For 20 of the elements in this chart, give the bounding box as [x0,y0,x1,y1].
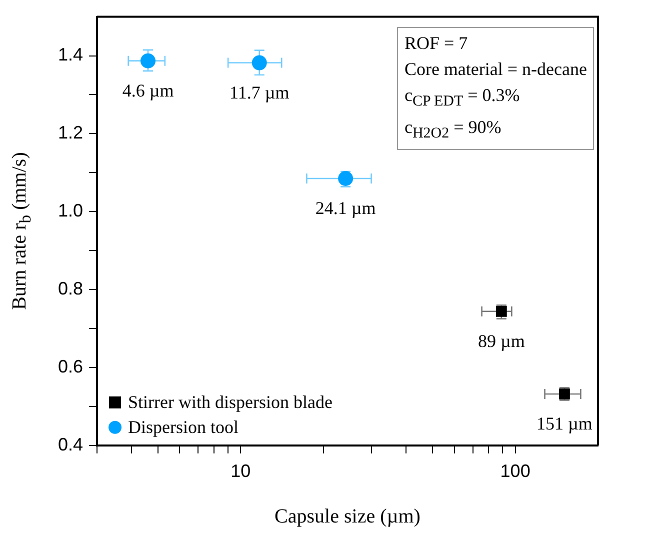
annotation: c$_{CP EDT}$ = 0.3% [404,84,521,112]
y-tick-label: 0.8 [58,278,84,299]
legend-label: Dispersion tool [128,417,239,438]
x-axis-title: Capsule size (µm) [274,505,420,528]
y-tick-label: 1.0 [58,200,84,221]
y-tick-label: 1.2 [58,122,84,143]
y-tick-label: 0.6 [58,356,84,376]
annotation: 151 µm [536,414,592,434]
annotation: 89 µm [478,331,525,352]
y-tick-label: 1.4 [58,44,84,65]
x-tick-label: 100 [500,461,530,482]
x-tick-label: 10 [230,461,251,482]
annotation: 11.7 µm [230,82,290,103]
legend-label: Stirrer with dispersion blade [128,392,332,412]
annotation: Core material = n-decane [404,58,587,81]
annotation: 4.6 µm [122,80,174,101]
annotation: ROF = 7 [404,32,469,55]
annotation: c$_{H2O2}$ = 90% [404,116,502,144]
y-tick-label: 0.4 [58,434,84,454]
annotation: 24.1 µm [315,198,376,218]
